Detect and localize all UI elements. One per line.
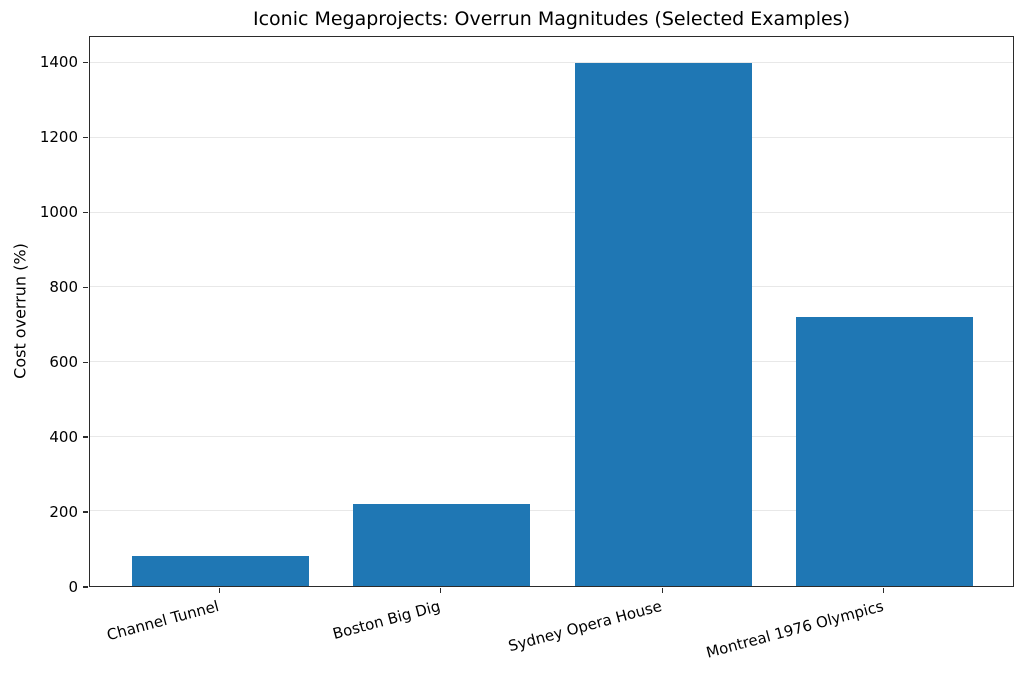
y-tick-mark bbox=[83, 436, 88, 438]
bar bbox=[795, 317, 973, 586]
bar bbox=[132, 556, 310, 586]
y-tick-label: 1200 bbox=[39, 128, 78, 147]
x-tick-label: Boston Big Dig bbox=[331, 597, 443, 644]
y-tick-label: 200 bbox=[49, 503, 78, 522]
y-tick-label: 600 bbox=[49, 353, 78, 372]
gridline bbox=[90, 211, 1013, 213]
x-tick-label: Channel Tunnel bbox=[105, 597, 222, 645]
y-tick-mark bbox=[83, 136, 88, 138]
gridline bbox=[90, 435, 1013, 437]
x-tick-mark bbox=[440, 588, 442, 593]
y-tick-mark bbox=[83, 286, 88, 288]
gridline bbox=[90, 62, 1013, 64]
x-tick-label: Montreal 1976 Olympics bbox=[703, 597, 886, 662]
chart-title: Iconic Megaprojects: Overrun Magnitudes … bbox=[252, 8, 850, 30]
y-tick-label: 800 bbox=[49, 278, 78, 297]
y-tick-label: 1400 bbox=[39, 53, 78, 72]
y-tick-label: 0 bbox=[68, 578, 78, 596]
y-tick-mark bbox=[83, 511, 88, 513]
bar bbox=[353, 503, 531, 586]
gridline bbox=[90, 136, 1013, 138]
plot-area bbox=[89, 36, 1014, 587]
y-tick-mark bbox=[83, 361, 88, 363]
x-tick-label: Sydney Opera House bbox=[506, 597, 664, 656]
x-tick-mark bbox=[218, 588, 221, 593]
y-tick-mark bbox=[83, 211, 88, 213]
y-tick-label: 400 bbox=[49, 428, 78, 447]
y-tick-mark bbox=[83, 61, 88, 63]
bar bbox=[574, 63, 752, 586]
y-tick-label: 1000 bbox=[39, 203, 78, 222]
gridline bbox=[90, 286, 1013, 288]
gridline bbox=[90, 510, 1013, 512]
x-tick-mark bbox=[882, 588, 885, 593]
y-tick-mark bbox=[83, 586, 88, 588]
gridline bbox=[90, 360, 1013, 362]
x-tick-mark bbox=[661, 588, 663, 593]
